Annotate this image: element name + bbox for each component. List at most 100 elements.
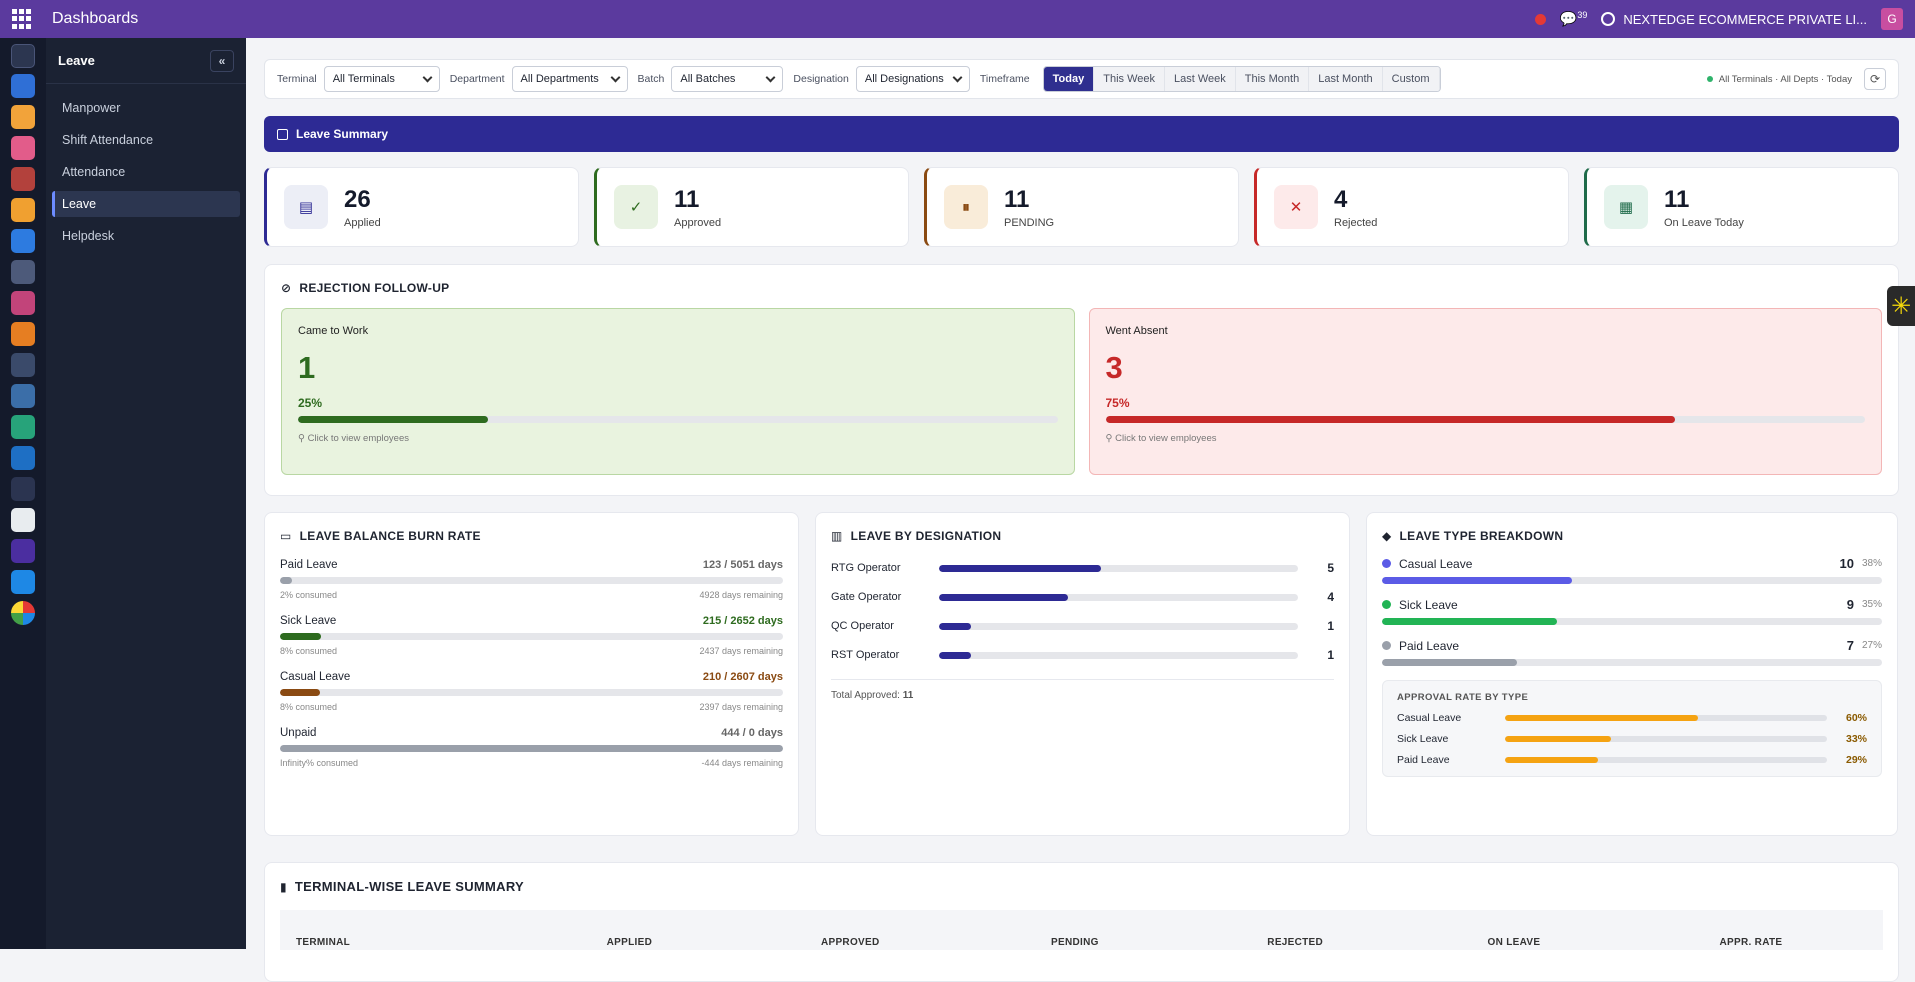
sidebar-title: Leave bbox=[58, 53, 95, 68]
burn-item: Unpaid 444 / 0 days Infinity% consumed -444… bbox=[280, 727, 783, 768]
timeframe-last-week[interactable]: Last Week bbox=[1165, 67, 1236, 91]
progress-fill bbox=[298, 416, 488, 423]
progress-bar bbox=[939, 564, 1298, 572]
chevron-down-icon bbox=[765, 72, 776, 82]
progress-bar bbox=[280, 577, 783, 584]
timeframe-custom[interactable]: Custom bbox=[1382, 67, 1440, 91]
sidebar-item-attendance[interactable]: Attendance bbox=[62, 165, 126, 179]
came-to-work-card[interactable]: Came to Work 1 25% ⚲ Click to view emplo… bbox=[281, 308, 1075, 475]
terminal-select[interactable]: All Terminals bbox=[323, 66, 440, 92]
kpi-label: Approved bbox=[674, 216, 722, 229]
designation-row[interactable]: Gate Operator 4 bbox=[831, 590, 1334, 604]
terminal-label: Terminal bbox=[277, 73, 317, 85]
assistant-launcher-icon[interactable]: ✳ bbox=[1887, 286, 1915, 326]
column-header[interactable]: ON LEAVE bbox=[1487, 937, 1541, 948]
timeframe-today[interactable]: Today bbox=[1043, 67, 1095, 91]
progress-fill bbox=[1505, 715, 1699, 721]
chat-icon: 💬 bbox=[1559, 10, 1578, 27]
total-approved: Total Approved: 11 bbox=[831, 679, 1334, 701]
kpi-row: ▤ 26 Applied ✓ 11 Approved ⏸ 11 PENDING ✕ 4… bbox=[264, 167, 1899, 247]
app-rail bbox=[0, 38, 46, 949]
designation-row[interactable]: RST Operator 1 bbox=[831, 648, 1334, 662]
went-absent-card[interactable]: Went Absent 3 75% ⚲ Click to view employ… bbox=[1088, 308, 1882, 475]
designation-row[interactable]: RTG Operator 5 bbox=[831, 561, 1334, 575]
column-header[interactable]: REJECTED bbox=[1267, 937, 1324, 948]
approval-percent: 33% bbox=[1845, 733, 1867, 745]
burn-item-value: 215 / 2652 days bbox=[702, 615, 783, 627]
batch-select[interactable]: All Batches bbox=[671, 66, 784, 92]
sidebar-item-leave[interactable]: Leave bbox=[52, 191, 240, 217]
sidebar-item-manpower[interactable]: Manpower bbox=[62, 101, 121, 115]
progress-bar bbox=[298, 416, 1058, 423]
sidebar: Leave « Manpower Shift Attendance Attend… bbox=[46, 38, 246, 949]
approval-percent: 29% bbox=[1845, 754, 1867, 766]
employee-app-icon[interactable] bbox=[11, 198, 35, 222]
burn-consumed: 8% consumed bbox=[280, 702, 338, 712]
designation-value: 1 bbox=[1327, 648, 1334, 662]
sidebar-item-helpdesk[interactable]: Helpdesk bbox=[62, 229, 115, 243]
main-content: Terminal All Terminals Department All De… bbox=[246, 38, 1915, 982]
badge-app-icon[interactable] bbox=[11, 539, 35, 563]
leave-type-row[interactable]: Casual Leave 10 38% bbox=[1382, 556, 1882, 584]
mail-app-icon[interactable] bbox=[11, 74, 35, 98]
kpi-approved[interactable]: ✓ 11 Approved bbox=[594, 167, 909, 247]
leave-type-count: 7 bbox=[1846, 638, 1854, 653]
kpi-pending[interactable]: ⏸ 11 PENDING bbox=[924, 167, 1239, 247]
timeframe-this-week[interactable]: This Week bbox=[1094, 67, 1165, 91]
people-app-icon[interactable] bbox=[11, 136, 35, 160]
chart-app-icon[interactable] bbox=[11, 601, 35, 625]
grid-app-icon[interactable] bbox=[11, 105, 35, 129]
leave-type-percent: 27% bbox=[1861, 640, 1882, 651]
approval-row: Sick Leave 33% bbox=[1397, 733, 1867, 745]
burn-item-value: 123 / 5051 days bbox=[702, 559, 783, 571]
sidebar-item-shift-attendance[interactable]: Shift Attendance bbox=[62, 133, 154, 147]
dashboard-app-icon[interactable] bbox=[11, 44, 35, 68]
kpi-rejected[interactable]: ✕ 4 Rejected bbox=[1254, 167, 1569, 247]
rejection-followup-panel: ⊘ REJECTION FOLLOW-UP Came to Work 1 25% … bbox=[264, 264, 1899, 496]
kpi-value: 26 bbox=[344, 185, 371, 213]
kpi-on-leave-today[interactable]: ▦ 11 On Leave Today bbox=[1584, 167, 1899, 247]
calendar-app-icon[interactable] bbox=[11, 229, 35, 253]
designation-row[interactable]: QC Operator 1 bbox=[831, 619, 1334, 633]
package-app-icon[interactable] bbox=[11, 291, 35, 315]
checklist-app-icon[interactable] bbox=[11, 508, 35, 532]
finance-app-icon[interactable] bbox=[11, 415, 35, 439]
column-header[interactable]: TERMINAL bbox=[296, 937, 351, 948]
refresh-button[interactable]: ⟳ bbox=[1864, 68, 1886, 90]
leave-type-row[interactable]: Paid Leave 7 27% bbox=[1382, 638, 1882, 666]
designation-name: Gate Operator bbox=[831, 591, 902, 603]
timeframe-tabs: Today This Week Last Week This Month Las… bbox=[1042, 66, 1441, 92]
leave-type-row[interactable]: Sick Leave 9 35% bbox=[1382, 597, 1882, 625]
burn-consumed: 2% consumed bbox=[280, 590, 338, 600]
collapse-sidebar-button[interactable]: « bbox=[210, 49, 234, 72]
apps-grid-icon[interactable] bbox=[12, 9, 32, 29]
department-select[interactable]: All Departments bbox=[511, 66, 628, 92]
department-label: Department bbox=[449, 73, 505, 85]
timer-app-icon[interactable] bbox=[11, 446, 35, 470]
column-header[interactable]: APPLIED bbox=[606, 937, 653, 948]
timeframe-last-month[interactable]: Last Month bbox=[1309, 67, 1383, 91]
progress-fill bbox=[939, 593, 1069, 601]
column-header[interactable]: APPR. RATE bbox=[1719, 937, 1783, 948]
search-doc-app-icon[interactable] bbox=[11, 353, 35, 377]
chat-button[interactable]: 💬39 bbox=[1560, 10, 1587, 28]
timeframe-this-month[interactable]: This Month bbox=[1235, 67, 1310, 91]
avatar[interactable]: G bbox=[1881, 8, 1903, 30]
company-switcher[interactable]: NEXTEDGE ECOMMERCE PRIVATE LI... bbox=[1601, 12, 1867, 27]
book-app-icon[interactable] bbox=[11, 167, 35, 191]
leave-type-name: Casual Leave bbox=[1399, 556, 1473, 571]
report-app-icon[interactable] bbox=[11, 384, 35, 408]
card-percent: 25% bbox=[298, 396, 323, 410]
kpi-applied[interactable]: ▤ 26 Applied bbox=[264, 167, 579, 247]
globe-app-icon[interactable] bbox=[11, 570, 35, 594]
designation-select[interactable]: All Designations bbox=[855, 66, 970, 92]
terminal-select-value: All Terminals bbox=[332, 73, 395, 85]
progress-fill bbox=[280, 745, 783, 752]
column-header[interactable]: APPROVED bbox=[820, 937, 880, 948]
settings-app-icon[interactable] bbox=[11, 260, 35, 284]
column-header[interactable]: PENDING bbox=[1051, 937, 1099, 948]
legend-dot-icon bbox=[1382, 600, 1391, 609]
tools-app-icon[interactable] bbox=[11, 322, 35, 346]
support-app-icon[interactable] bbox=[11, 477, 35, 501]
briefcase-icon: ▥ bbox=[831, 529, 843, 543]
